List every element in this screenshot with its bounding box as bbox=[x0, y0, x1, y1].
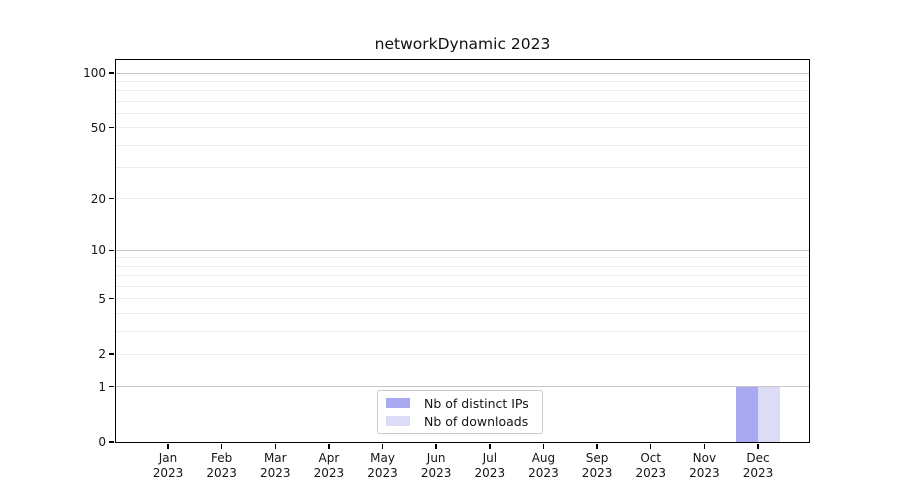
x-tick-label: Apr 2023 bbox=[313, 451, 345, 480]
gridline-major bbox=[116, 386, 809, 388]
legend-swatch-distinct-ips bbox=[386, 398, 410, 408]
gridline-minor bbox=[116, 257, 809, 259]
y-tick-mark bbox=[109, 441, 114, 443]
y-tick-mark bbox=[109, 353, 114, 355]
bar-dec-s0 bbox=[735, 386, 758, 442]
x-tick-label: Oct 2023 bbox=[635, 451, 666, 480]
x-tick-label: Aug 2023 bbox=[528, 451, 559, 480]
y-tick-label: 50 bbox=[90, 120, 106, 135]
x-tick-mark bbox=[220, 444, 223, 449]
gridline-minor bbox=[116, 112, 809, 114]
y-tick-label: 5 bbox=[98, 291, 106, 306]
y-tick-label: 0 bbox=[98, 435, 106, 449]
gridline-minor bbox=[116, 285, 809, 287]
y-tick-label: 100 bbox=[83, 66, 106, 81]
x-tick-label: May 2023 bbox=[367, 451, 398, 480]
x-tick-label: Jun 2023 bbox=[420, 451, 452, 480]
x-tick-mark bbox=[167, 444, 169, 449]
y-tick-mark bbox=[109, 385, 114, 388]
legend-entry-downloads: Nb of downloads bbox=[386, 414, 534, 429]
gridline-minor bbox=[116, 312, 809, 314]
x-tick-mark bbox=[596, 444, 598, 449]
gridline-minor bbox=[116, 198, 809, 200]
legend-entry-distinct-ips: Nb of distinct IPs bbox=[386, 396, 534, 411]
y-tick-mark bbox=[109, 249, 114, 252]
x-tick-label: Feb 2023 bbox=[206, 451, 237, 480]
x-tick-label: Dec 2023 bbox=[742, 451, 774, 480]
x-tick-mark bbox=[703, 444, 706, 449]
gridline-minor bbox=[116, 275, 809, 277]
legend-label-distinct-ips: Nb of distinct IPs bbox=[424, 395, 529, 411]
gridline-minor bbox=[116, 298, 809, 300]
y-tick-mark bbox=[109, 197, 114, 200]
gridline-minor bbox=[116, 167, 809, 169]
x-tick-mark bbox=[650, 444, 652, 449]
x-tick-mark bbox=[435, 444, 437, 449]
x-tick-mark bbox=[274, 444, 276, 449]
x-tick-mark bbox=[542, 444, 545, 449]
chart-title: networkDynamic 2023 bbox=[374, 35, 551, 53]
gridline-minor bbox=[116, 330, 809, 332]
y-tick-label: 1 bbox=[98, 379, 106, 394]
plot-area: 0 1 2 5 10 20 50 100 Jan 2023 Feb 2023 Mar 2023 Apr 202… bbox=[83, 59, 810, 480]
bar-dec-s1 bbox=[757, 386, 780, 442]
legend-label-downloads: Nb of downloads bbox=[424, 413, 529, 429]
gridline-major bbox=[116, 72, 809, 74]
x-tick-label: Mar 2023 bbox=[259, 451, 291, 480]
x-tick-label: Jul 2023 bbox=[474, 451, 506, 480]
y-tick-mark bbox=[109, 127, 114, 129]
x-tick-label: Sep 2023 bbox=[581, 451, 613, 480]
gridline-minor bbox=[116, 127, 809, 129]
x-tick-mark bbox=[757, 444, 759, 449]
gridline-minor bbox=[116, 265, 809, 267]
x-tick-label: Nov 2023 bbox=[689, 451, 720, 480]
y-tick-label: 20 bbox=[90, 191, 106, 206]
x-tick-mark bbox=[381, 444, 384, 449]
gridline-major bbox=[116, 249, 809, 251]
gridline-minor bbox=[116, 144, 809, 146]
legend: Nb of distinct IPs Nb of downloads bbox=[377, 390, 543, 434]
legend-swatch-downloads bbox=[386, 416, 410, 426]
gridline-minor bbox=[116, 353, 809, 355]
x-tick-mark bbox=[328, 444, 330, 449]
y-tick-mark bbox=[109, 72, 114, 74]
gridline-minor bbox=[116, 80, 809, 82]
gridline-minor bbox=[116, 90, 809, 92]
y-tick-label: 2 bbox=[98, 347, 106, 362]
x-tick-label: Jan 2023 bbox=[152, 451, 184, 480]
y-tick-mark bbox=[109, 298, 114, 300]
y-tick-label: 10 bbox=[90, 243, 106, 258]
gridline-minor bbox=[116, 100, 809, 102]
x-tick-mark bbox=[489, 444, 491, 449]
